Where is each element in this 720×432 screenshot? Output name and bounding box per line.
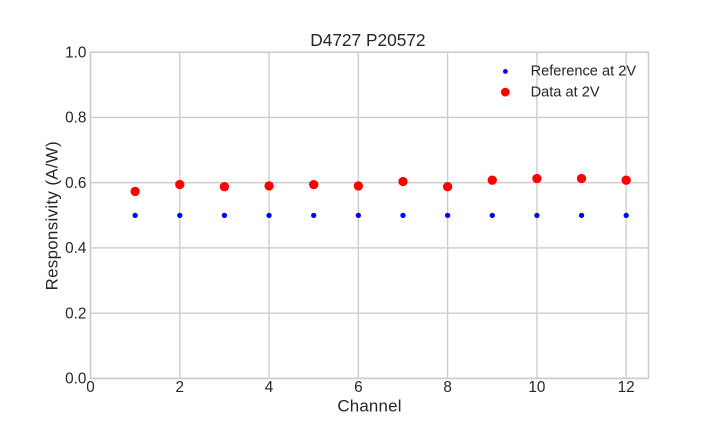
svg-text:Reference at 2V: Reference at 2V [531, 64, 637, 80]
svg-text:Data at 2V: Data at 2V [531, 84, 600, 100]
svg-text:0.8: 0.8 [65, 110, 86, 127]
svg-text:0.6: 0.6 [65, 175, 86, 192]
svg-text:0: 0 [86, 379, 95, 396]
svg-text:10: 10 [528, 379, 545, 396]
svg-text:Channel: Channel [337, 396, 401, 415]
svg-text:0.4: 0.4 [65, 240, 87, 257]
svg-text:8: 8 [443, 379, 452, 396]
svg-text:6: 6 [354, 379, 363, 396]
svg-text:1.0: 1.0 [65, 44, 86, 61]
svg-text:4: 4 [265, 379, 274, 396]
svg-text:0.2: 0.2 [65, 305, 86, 322]
svg-text:D4727 P20572: D4727 P20572 [310, 30, 425, 50]
svg-text:0.0: 0.0 [65, 371, 86, 388]
svg-text:Responsivity (A/W): Responsivity (A/W) [43, 141, 62, 291]
svg-text:2: 2 [176, 379, 185, 396]
svg-text:12: 12 [618, 379, 635, 396]
